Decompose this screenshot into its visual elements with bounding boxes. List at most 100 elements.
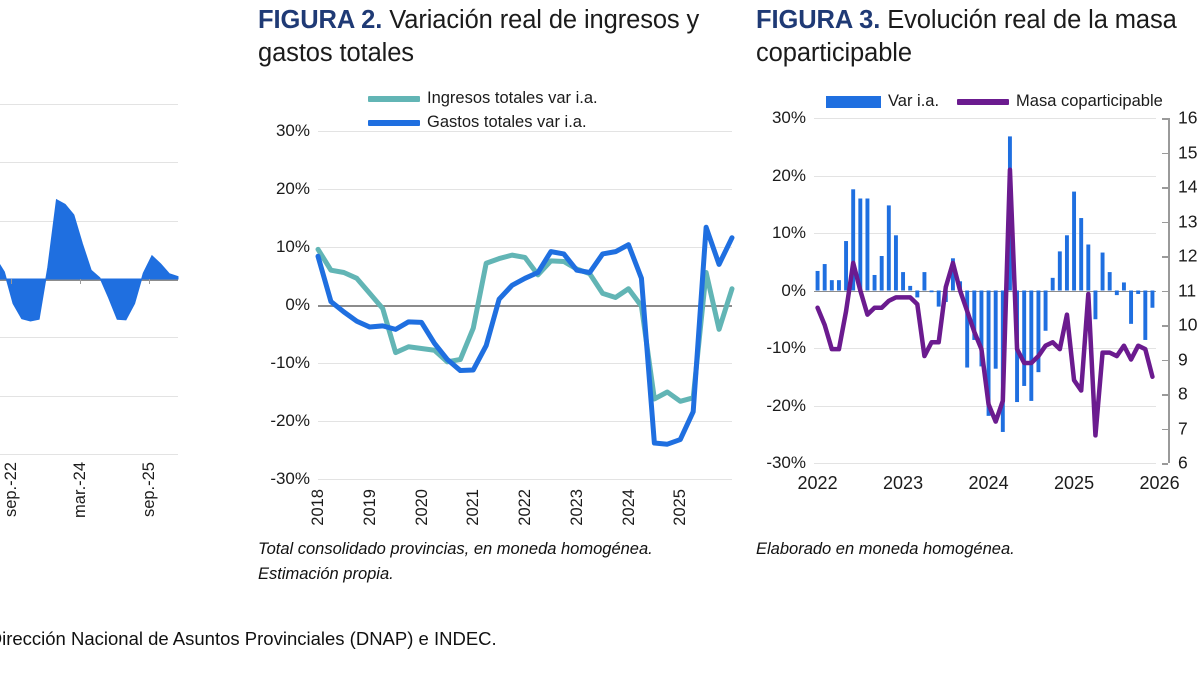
y-axis-tick-label: -30% <box>270 469 310 488</box>
right-y-axis-tick-label: 10 <box>1178 314 1198 335</box>
legend-item: Gastos totales var i.a. <box>368 113 587 132</box>
zero-line <box>814 290 1156 292</box>
gridline <box>318 421 732 422</box>
right-y-axis-tick-label: 16 <box>1178 107 1198 128</box>
figure-2-chart: Ingresos totales var i.a. Gastos totales … <box>250 86 740 526</box>
figure-1-title: tado financiero del PBI) <box>0 4 230 70</box>
y-axis-tick-label: -20% <box>766 395 806 415</box>
zero-line <box>0 279 178 281</box>
gridline <box>814 118 1156 119</box>
figure-3-title-lead: FIGURA 3. <box>756 6 881 34</box>
legend-label: Masa coparticipable <box>1016 92 1163 110</box>
right-axis-tick-mark <box>1162 187 1168 189</box>
y-axis-tick-label: 20% <box>275 179 310 198</box>
x-axis-tick-label: 2024 <box>968 473 1009 493</box>
right-y-axis-tick-label: 15 <box>1178 142 1198 162</box>
gridline <box>0 104 178 105</box>
figure-2-title-lead: FIGURA 2. <box>258 6 383 34</box>
x-axis-tick-label: sep.-22 <box>2 462 21 518</box>
legend-bar-swatch <box>826 95 881 108</box>
legend-label: Gastos totales var i.a. <box>427 113 587 131</box>
gridline <box>814 348 1156 349</box>
right-y-axis-tick-label: 7 <box>1178 418 1188 438</box>
source-note: Argentina en base a Dirección Nacional d… <box>0 628 497 649</box>
y-axis-tick-label: 10% <box>275 237 310 256</box>
right-axis-tick-mark <box>1162 221 1168 223</box>
figure-3-chart: Var i.a. Masa coparticipable 30% 20% 10% 0% -… <box>748 86 1200 506</box>
figure-1-area-series <box>0 198 179 322</box>
zero-line <box>318 305 732 307</box>
right-y-axis-tick-label: 9 <box>1178 349 1188 369</box>
y-axis-tick-label: 20% <box>771 165 806 185</box>
legend-label: Ingresos totales var i.a. <box>427 89 598 107</box>
right-axis-tick-mark <box>1162 428 1168 430</box>
y-axis-tick-label: -30% <box>766 453 806 472</box>
right-y-axis-tick-label: 11 <box>1178 280 1197 300</box>
gridline <box>0 162 178 164</box>
y-axis-tick-label: 0% <box>285 295 310 314</box>
figure-2-line-series <box>315 224 735 447</box>
figure-3-series <box>815 136 1155 438</box>
figure-2-title: FIGURA 2. Variación real de ingresos y g… <box>258 4 740 70</box>
right-axis-tick-mark <box>1162 359 1168 361</box>
x-axis-tick-mark <box>80 279 82 284</box>
right-axis-tick-mark <box>1162 325 1168 327</box>
y-axis-tick-label: 30% <box>275 121 310 140</box>
figure-3-plot-area: 30% 20% 10% 0% -10% -20% -30% 16 15 14 13 12 11 10 9 8 7… <box>766 108 1197 473</box>
gridline <box>0 395 178 397</box>
x-axis-tick-label: sep.-25 <box>140 462 159 518</box>
x-axis-tick-label: 2023 <box>883 473 924 493</box>
x-axis-tick-label: 2018 <box>309 489 327 526</box>
figure-2-title-rest: Variación real de ingresos y gastos tota… <box>258 6 707 67</box>
y-axis-tick-label: -10% <box>270 353 310 372</box>
x-axis-tick-label: 2025 <box>1054 473 1095 493</box>
y-axis-tick-label: -20% <box>270 411 310 430</box>
figure-3-legend: Var i.a. Masa coparticipable <box>826 92 1181 111</box>
gridline <box>318 189 732 190</box>
right-axis-tick-mark <box>1162 290 1168 292</box>
legend-line-swatch <box>368 95 420 102</box>
gridline <box>318 363 732 364</box>
right-axis-tick-mark <box>1162 152 1168 154</box>
x-axis-tick-label: 2023 <box>567 489 586 526</box>
right-axis-tick-mark <box>1162 463 1168 465</box>
legend-line-swatch <box>957 98 1010 105</box>
gridline <box>814 233 1156 234</box>
gridline <box>814 463 1156 464</box>
figure-3-title-rest: Evolución real de la masa coparticipable <box>756 6 1184 67</box>
right-y-axis-tick-label: 13 <box>1178 211 1198 231</box>
gridline <box>0 454 178 455</box>
right-axis-tick-mark <box>1162 118 1168 120</box>
legend-item: Ingresos totales var i.a. <box>368 89 598 108</box>
right-y-axis-tick-label: 12 <box>1178 245 1198 266</box>
x-axis-tick-label: 2020 <box>412 489 431 526</box>
right-axis-line <box>1168 118 1170 463</box>
x-axis-tick-label: 2021 <box>464 489 483 526</box>
figure-3-panel: FIGURA 3. Evolución real de la masa copa… <box>748 0 1200 675</box>
gridline <box>0 220 178 222</box>
legend-label: Var i.a. <box>888 92 940 110</box>
x-axis-tick-label: 2026 <box>1139 473 1180 493</box>
figure-1-panel: tado financiero del PBI) 30%20%10%0%-10%… <box>0 0 230 675</box>
legend-item: Masa coparticipable <box>957 92 1163 111</box>
gridline <box>318 479 732 480</box>
right-axis-tick-mark <box>1162 256 1168 258</box>
legend-item: Var i.a. <box>826 92 939 111</box>
figure-3-caption: Elaborado en moneda homogénea. <box>756 540 1015 558</box>
x-axis-tick-label: 2019 <box>360 489 379 526</box>
figure-3-title: FIGURA 3. Evolución real de la masa copa… <box>756 4 1200 70</box>
right-axis-tick-mark <box>1162 394 1168 396</box>
right-y-axis-tick-label: 6 <box>1178 452 1188 473</box>
right-y-axis-tick-label: 8 <box>1178 383 1188 404</box>
x-axis-tick-mark <box>149 279 151 284</box>
x-axis-tick-label: 2022 <box>516 489 534 526</box>
y-axis-tick-label: 30% <box>771 108 806 127</box>
gridline <box>318 247 732 248</box>
gridline <box>0 337 178 339</box>
right-y-axis-tick-label: 14 <box>1178 176 1198 197</box>
x-axis-tick-label: mar.-24 <box>71 462 90 518</box>
figure-1-plot-area: 30%20%10%0%-10%-20%-30% <box>0 104 179 455</box>
figure-1-chart: 30%20%10%0%-10%-20%-30% mar.-18sep.-19ma… <box>0 86 230 518</box>
y-axis-tick-label: 10% <box>771 223 806 242</box>
